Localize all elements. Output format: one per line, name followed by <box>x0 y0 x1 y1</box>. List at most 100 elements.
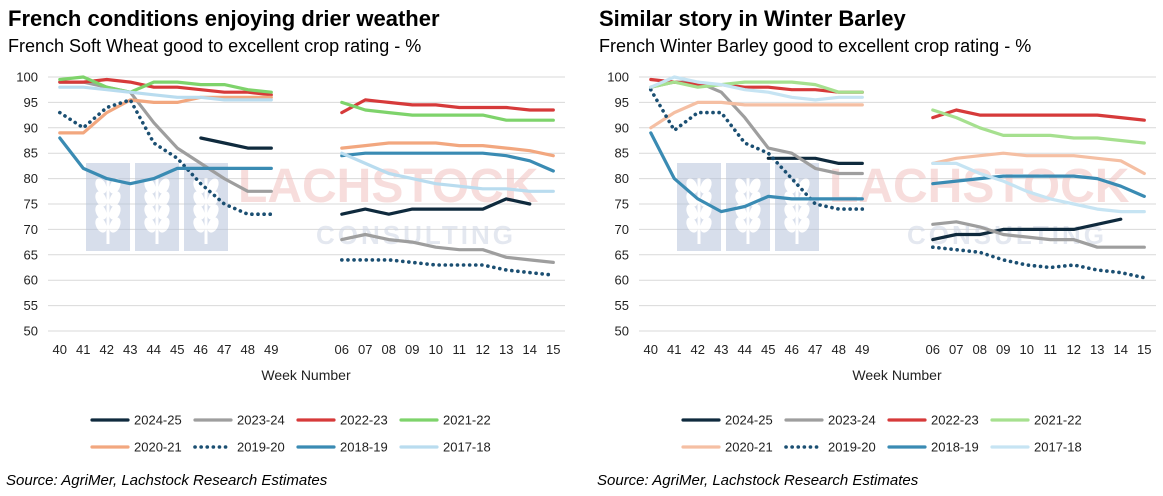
barley-legend-item: 2017-18 <box>990 440 1082 455</box>
barley-x-tick-label: 45 <box>761 342 775 357</box>
barley-watermark-wheat-icon <box>775 163 819 251</box>
barley-y-tick-label: 90 <box>615 120 629 135</box>
barley-series-line-2019-20 <box>930 245 1147 280</box>
wheat-watermark-brand: LACHSTOCK <box>238 160 539 213</box>
wheat-x-tick-label: 08 <box>382 342 396 357</box>
barley-x-tick-label: 13 <box>1090 342 1104 357</box>
barley-series-line-2024-25 <box>931 217 1123 242</box>
barley-series-line-2018-19 <box>649 131 864 214</box>
barley-x-tick-label: 06 <box>926 342 940 357</box>
barley-x-tick-label: 40 <box>644 342 658 357</box>
barley-x-axis: 40 41 42 43 44 45 46 47 48 49 06 07 08 09 10 11 12 13 14 15 <box>644 342 1152 357</box>
wheat-series-line-2019-20 <box>339 258 556 277</box>
barley-chart-subtitle: French Winter Barley good to excellent c… <box>599 36 1032 56</box>
wheat-series-line-2018-19 <box>340 151 555 173</box>
barley-series-line-2022-23 <box>931 108 1146 122</box>
wheat-x-tick-label: 06 <box>335 342 349 357</box>
barley-series-line-2018-19 <box>931 174 1146 198</box>
wheat-gridlines <box>48 76 565 332</box>
wheat-legend-item: 2018-19 <box>296 440 388 455</box>
wheat-series-line-2022-23 <box>340 98 555 115</box>
wheat-watermark-sub: CONSULTING <box>316 220 516 250</box>
barley-y-axis: 50 55 60 65 70 75 80 85 90 95 100 <box>607 70 629 339</box>
barley-x-tick-label: 42 <box>691 342 705 357</box>
wheat-series-line-2020-21 <box>58 95 273 135</box>
wheat-series <box>57 75 556 277</box>
wheat-series-line-2023-24 <box>340 232 555 264</box>
barley-legend-label: 2019-20 <box>828 440 876 455</box>
barley-series <box>648 75 1147 280</box>
barley-x-tick-label: 10 <box>1020 342 1034 357</box>
wheat-series-line-2019-20 <box>57 98 274 216</box>
wheat-y-tick-label: 70 <box>24 222 38 237</box>
wheat-x-tick-label: 13 <box>499 342 513 357</box>
wheat-x-tick-label: 09 <box>405 342 419 357</box>
barley-series-line-2020-21 <box>649 100 864 130</box>
barley-x-tick-label: 49 <box>855 342 869 357</box>
panel-divider <box>581 0 582 496</box>
barley-legend-label: 2018-19 <box>931 440 979 455</box>
barley-legend-item: 2019-20 <box>784 440 876 455</box>
wheat-legend-item: 2021-22 <box>399 413 491 428</box>
wheat-series-line-2023-24 <box>58 80 273 193</box>
wheat-x-tick-label: 46 <box>194 342 208 357</box>
barley-y-tick-label: 85 <box>615 146 629 161</box>
barley-x-tick-label: 08 <box>973 342 987 357</box>
barley-x-tick-label: 11 <box>1044 342 1058 357</box>
barley-series-line-2021-22 <box>649 80 864 94</box>
wheat-y-tick-label: 60 <box>24 273 38 288</box>
barley-series-line-2023-24 <box>931 220 1146 249</box>
wheat-chart-subtitle: French Soft Wheat good to excellent crop… <box>8 36 422 56</box>
barley-x-tick-label: 41 <box>667 342 681 357</box>
wheat-chart: 50 55 60 65 70 75 80 85 90 95 100 LACHSTOCK CONSULTI… <box>16 70 565 455</box>
wheat-x-tick-label: 43 <box>123 342 137 357</box>
wheat-series-line-2021-22 <box>58 75 273 94</box>
barley-y-tick-label: 65 <box>615 247 629 262</box>
wheat-series-line-2021-22 <box>340 100 555 122</box>
barley-x-tick-label: 07 <box>949 342 963 357</box>
barley-chart-panel: 50 55 60 65 70 75 80 85 90 95 100 LACHSTOCK CONSULTI… <box>591 0 1163 496</box>
wheat-x-axis: 40 41 42 43 44 45 46 47 48 49 06 07 08 09 10 11 12 13 14 15 <box>53 342 561 357</box>
wheat-legend-label: 2019-20 <box>237 440 285 455</box>
wheat-series-line-2017-18 <box>340 151 555 193</box>
barley-y-tick-label: 60 <box>615 273 629 288</box>
barley-series-line-2021-22 <box>931 108 1146 145</box>
barley-x-tick-label: 12 <box>1067 342 1081 357</box>
barley-series-line-2017-18 <box>649 75 864 102</box>
wheat-x-tick-label: 40 <box>53 342 67 357</box>
wheat-legend-item: 2024-25 <box>90 413 182 428</box>
wheat-legend-label: 2020-21 <box>134 440 182 455</box>
barley-watermark-wheat-icon <box>726 163 770 251</box>
wheat-x-tick-label: 48 <box>241 342 255 357</box>
barley-legend-item: 2018-19 <box>887 440 979 455</box>
wheat-x-tick-label: 15 <box>546 342 560 357</box>
barley-series-line-2024-25 <box>766 156 864 165</box>
wheat-y-tick-label: 75 <box>24 197 38 212</box>
barley-y-tick-label: 95 <box>615 95 629 110</box>
barley-x-tick-label: 09 <box>996 342 1010 357</box>
wheat-y-tick-label: 100 <box>16 70 38 85</box>
barley-y-tick-label: 55 <box>615 298 629 313</box>
barley-y-tick-label: 75 <box>615 197 629 212</box>
wheat-legend-item: 2022-23 <box>296 413 388 428</box>
barley-legend-item: 2023-24 <box>784 413 876 428</box>
wheat-chart-panel: 50 55 60 65 70 75 80 85 90 95 100 LACHSTOCK CONSULTI… <box>0 0 572 496</box>
barley-x-tick-label: 46 <box>785 342 799 357</box>
barley-x-tick-label: 15 <box>1137 342 1151 357</box>
wheat-series-line-2020-21 <box>340 141 555 158</box>
barley-series-line-2019-20 <box>648 87 865 211</box>
barley-source-note: Source: AgriMer, Lachstock Research Esti… <box>597 472 919 489</box>
wheat-y-tick-label: 65 <box>24 247 38 262</box>
barley-x-axis-title: Week Number <box>852 367 942 383</box>
wheat-x-tick-label: 11 <box>453 342 467 357</box>
wheat-x-tick-label: 49 <box>264 342 278 357</box>
wheat-x-tick-label: 10 <box>429 342 443 357</box>
wheat-legend-label: 2017-18 <box>443 440 491 455</box>
wheat-legend-item: 2019-20 <box>193 440 285 455</box>
wheat-legend: 2024-25 2023-24 2022-23 2021-22 2020-21 2019-… <box>90 413 491 455</box>
barley-y-tick-label: 80 <box>615 171 629 186</box>
barley-x-tick-label: 48 <box>832 342 846 357</box>
wheat-chart-title: French conditions enjoying drier weather <box>8 6 440 31</box>
barley-legend-item: 2020-21 <box>681 440 773 455</box>
wheat-x-tick-label: 45 <box>170 342 184 357</box>
